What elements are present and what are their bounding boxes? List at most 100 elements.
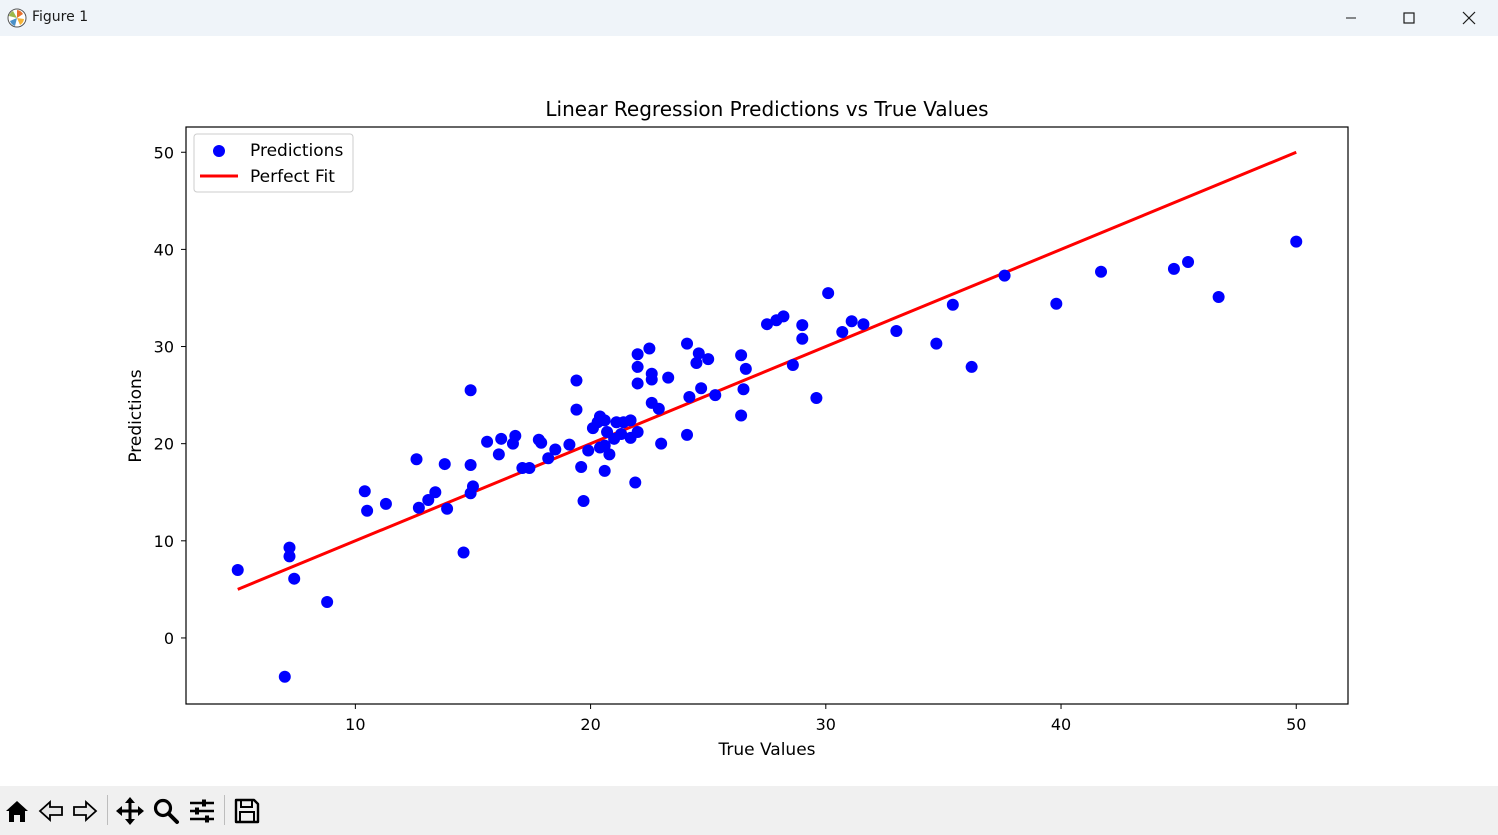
maximize-button[interactable]: [1380, 0, 1438, 36]
matplotlib-logo-icon: [7, 8, 27, 28]
zoom-button[interactable]: [149, 794, 183, 828]
prediction-point: [624, 414, 637, 427]
prediction-point: [603, 448, 616, 461]
toolbar-separator: [107, 795, 108, 825]
prediction-point: [998, 269, 1011, 282]
prediction-point: [231, 563, 244, 576]
prediction-point: [655, 437, 668, 450]
prediction-point: [796, 319, 809, 332]
perfect-fit-line: [237, 150, 1297, 591]
figure-canvas[interactable]: Linear Regression Predictions vs True Va…: [0, 36, 1498, 786]
prediction-point: [683, 391, 696, 404]
prediction-point: [631, 426, 644, 439]
prediction-point: [709, 389, 722, 402]
prediction-point: [481, 435, 494, 448]
close-icon: [1462, 11, 1476, 25]
prediction-point: [631, 360, 644, 373]
prediction-point: [523, 461, 536, 474]
prediction-point: [278, 670, 291, 683]
prediction-point: [857, 318, 870, 331]
y-tick-label: 30: [154, 338, 174, 357]
legend-label-perfect-fit: Perfect Fit: [250, 167, 335, 187]
home-icon: [6, 801, 28, 822]
prediction-point: [570, 403, 583, 416]
prediction-point: [786, 358, 799, 371]
prediction-point: [577, 494, 590, 507]
title-bar[interactable]: Figure 1: [0, 0, 1498, 36]
prediction-point: [549, 443, 562, 456]
back-icon: [38, 799, 63, 823]
x-tick-label: 20: [580, 715, 600, 734]
legend-marker-predictions: [213, 145, 225, 157]
prediction-point: [410, 453, 423, 466]
prediction-point: [321, 596, 334, 609]
navigation-toolbar: [0, 786, 1498, 835]
legend: Predictions Perfect Fit: [193, 133, 354, 193]
prediction-point: [1212, 290, 1225, 303]
prediction-point: [542, 452, 555, 465]
prediction-point: [412, 501, 425, 514]
prediction-point: [810, 392, 823, 405]
legend-label-predictions: Predictions: [250, 141, 343, 161]
home-button[interactable]: [0, 794, 34, 828]
prediction-point: [965, 360, 978, 373]
prediction-point: [464, 384, 477, 397]
prediction-point: [1290, 235, 1303, 248]
back-button[interactable]: [34, 794, 68, 828]
x-axis-label: True Values: [717, 740, 815, 760]
prediction-point: [563, 438, 576, 451]
prediction-point: [681, 337, 694, 350]
prediction-point: [822, 287, 835, 300]
pan-button[interactable]: [113, 794, 147, 828]
prediction-point: [690, 357, 703, 370]
prediction-point: [283, 541, 296, 554]
minimize-icon: [1346, 17, 1356, 19]
prediction-point: [422, 494, 435, 507]
y-tick-label: 0: [164, 629, 174, 648]
prediction-point: [464, 487, 477, 500]
prediction-point: [643, 342, 656, 355]
prediction-point: [1182, 256, 1195, 269]
prediction-point: [662, 371, 675, 384]
prediction-point: [598, 464, 611, 477]
toolbar-separator: [224, 795, 225, 825]
x-tick-label: 10: [345, 715, 365, 734]
prediction-point: [737, 383, 750, 396]
prediction-point: [582, 444, 595, 457]
prediction-point: [946, 298, 959, 311]
prediction-point: [495, 432, 508, 445]
scatter-points: [231, 235, 1303, 683]
prediction-point: [652, 402, 665, 415]
y-tick-label: 40: [154, 240, 174, 259]
prediction-point: [739, 362, 752, 375]
x-tick-label: 40: [1051, 715, 1071, 734]
prediction-point: [429, 486, 442, 499]
prediction-point: [457, 546, 470, 559]
configure-subplots-icon: [190, 799, 214, 823]
minimize-button[interactable]: [1322, 0, 1380, 36]
prediction-point: [631, 377, 644, 390]
close-button[interactable]: [1440, 0, 1498, 36]
y-axis: 0 10 20 30 40 50: [154, 143, 186, 648]
configure-subplots-button[interactable]: [185, 794, 219, 828]
prediction-point: [836, 325, 849, 338]
prediction-point: [438, 458, 451, 471]
prediction-point: [358, 485, 371, 498]
forward-button[interactable]: [68, 794, 102, 828]
prediction-point: [598, 414, 611, 427]
prediction-point: [681, 428, 694, 441]
prediction-point: [361, 504, 374, 517]
prediction-point: [570, 374, 583, 387]
prediction-point: [890, 324, 903, 337]
prediction-point: [1167, 262, 1180, 275]
plot-area[interactable]: [185, 126, 1349, 705]
forward-icon: [73, 799, 98, 823]
chart-title: Linear Regression Predictions vs True Va…: [545, 97, 988, 121]
x-axis: 10 20 30 40 50: [345, 704, 1306, 734]
prediction-point: [283, 550, 296, 563]
prediction-point: [761, 318, 773, 331]
save-button[interactable]: [230, 794, 264, 828]
prediction-point: [845, 315, 858, 328]
prediction-point: [288, 572, 301, 585]
